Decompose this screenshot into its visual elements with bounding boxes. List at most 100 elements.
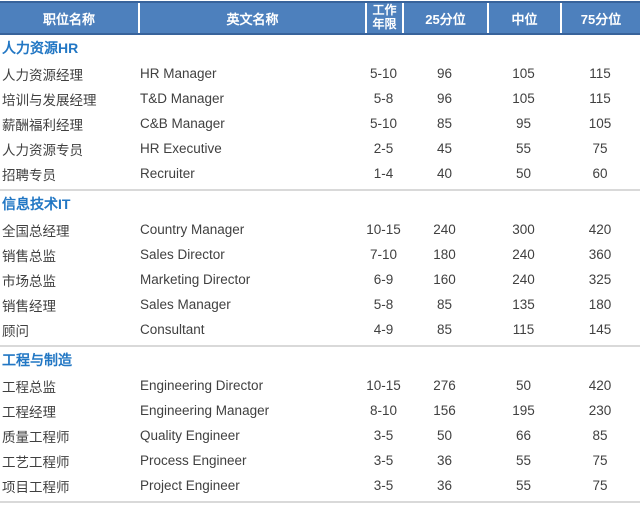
years-cell: 4-9 [373,322,394,337]
p25-cell: 180 [433,247,456,262]
table-row: 质量工程师 Quality Engineer 3-5 50 66 85 [0,423,640,448]
job-title-en-cell: Project Engineer [140,478,240,493]
p75-cell: 115 [589,66,611,81]
header-job-title-cn: 职位名称 [42,11,95,27]
p25-cell: 240 [433,222,456,237]
p75-cell: 145 [588,322,612,337]
salary-section: 工程与制造 工程总监 Engineering Director 10-15 276 50 4… [0,347,640,503]
job-title-en-cell: Sales Manager [140,297,231,312]
p25-cell: 36 [436,478,453,493]
job-title-en-cell: Marketing Director [140,272,251,287]
header-median: 中位 [487,3,560,33]
job-title-cn-cell: 人力资源经理 [2,67,83,83]
median-cell: 240 [512,247,535,262]
job-title-en-cell: Sales Director [140,247,225,262]
job-title-cn-cell: 招聘专员 [2,167,56,183]
table-row: 市场总监 Marketing Director 6-9 160 240 325 [0,267,640,292]
p75-cell: 105 [588,116,612,131]
table-row: 招聘专员 Recruiter 1-4 40 50 60 [0,161,640,186]
p25-cell: 156 [433,403,456,418]
p25-cell: 85 [436,297,453,312]
years-cell: 5-8 [373,91,394,106]
median-cell: 55 [515,453,532,468]
table-sections: 人力资源HR 人力资源经理 HR Manager 5-10 96 105 115 培训与发展经… [0,35,640,503]
years-cell: 3-5 [373,453,394,468]
job-title-en-cell: Consultant [140,322,205,337]
section-divider [0,501,640,503]
job-title-cn-cell: 质量工程师 [2,429,70,445]
median-cell: 240 [512,272,535,287]
job-title-cn-cell: 培训与发展经理 [2,92,97,108]
median-cell: 195 [512,403,535,418]
job-title-cn-cell: 销售经理 [2,298,56,314]
header-p75: 75分位 [560,3,640,33]
p25-cell: 40 [436,166,453,181]
job-title-en-cell: T&D Manager [140,91,225,106]
years-cell: 10-15 [366,222,401,237]
section-divider [0,345,640,347]
p75-cell: 180 [588,297,612,312]
table-row: 人力资源经理 HR Manager 5-10 96 105 115 [0,61,640,86]
p25-cell: 45 [436,141,453,156]
median-cell: 50 [515,378,532,393]
median-cell: 66 [515,428,532,443]
years-cell: 7-10 [369,247,398,262]
p75-cell: 420 [588,222,612,237]
median-cell: 105 [512,66,535,81]
p75-cell: 85 [592,428,608,443]
years-cell: 8-10 [369,403,398,418]
p75-cell: 420 [588,378,612,393]
years-cell: 5-10 [369,116,398,131]
median-cell: 95 [515,116,532,131]
years-cell: 5-8 [373,297,394,312]
table-row: 薪酬福利经理 C&B Manager 5-10 85 95 105 [0,111,640,136]
table-row: 培训与发展经理 T&D Manager 5-8 96 105 115 [0,86,640,111]
median-cell: 300 [512,222,535,237]
job-title-en-cell: Engineering Director [140,378,264,393]
header-p25: 25分位 [402,3,487,33]
years-cell: 3-5 [373,478,394,493]
p75-cell: 115 [589,91,611,106]
job-title-en-cell: Engineering Manager [140,403,270,418]
years-cell: 3-5 [373,428,394,443]
median-cell: 50 [515,166,532,181]
median-cell: 105 [512,91,535,106]
table-header: 职位名称 英文名称 工作年限 25分位 中位 75分位 [0,1,640,35]
job-title-cn-cell: 全国总经理 [2,223,70,239]
job-title-cn-cell: 顾问 [2,323,29,339]
job-title-en-cell: C&B Manager [140,116,225,131]
table-row: 销售总监 Sales Director 7-10 180 240 360 [0,242,640,267]
header-years: 工作年限 [365,3,402,33]
p75-cell: 75 [592,141,608,156]
p75-cell: 75 [592,478,608,493]
job-title-cn-cell: 工艺工程师 [2,454,70,470]
section-title: 人力资源HR [2,40,79,56]
job-title-en-cell: Recruiter [140,166,195,181]
job-title-cn-cell: 人力资源专员 [2,142,83,158]
years-cell: 2-5 [373,141,394,156]
table-row: 顾问 Consultant 4-9 85 115 145 [0,317,640,342]
section-title: 工程与制造 [2,352,72,368]
job-title-en-cell: Quality Engineer [140,428,240,443]
job-title-en-cell: Country Manager [140,222,245,237]
table-row: 工程经理 Engineering Manager 8-10 156 195 230 [0,398,640,423]
p75-cell: 325 [588,272,612,287]
median-cell: 55 [515,141,532,156]
median-cell: 135 [512,297,535,312]
p75-cell: 60 [592,166,608,181]
p25-cell: 276 [433,378,456,393]
p25-cell: 96 [436,91,453,106]
p25-cell: 160 [433,272,456,287]
years-cell: 1-4 [373,166,394,181]
job-title-en-cell: HR Executive [140,141,222,156]
median-cell: 115 [512,322,535,337]
job-title-cn-cell: 项目工程师 [2,479,70,495]
job-title-cn-cell: 薪酬福利经理 [2,117,83,133]
table-row: 工艺工程师 Process Engineer 3-5 36 55 75 [0,448,640,473]
table-row: 销售经理 Sales Manager 5-8 85 135 180 [0,292,640,317]
years-cell: 10-15 [366,378,401,393]
p25-cell: 96 [436,66,453,81]
years-cell: 6-9 [373,272,394,287]
p25-cell: 85 [436,322,453,337]
